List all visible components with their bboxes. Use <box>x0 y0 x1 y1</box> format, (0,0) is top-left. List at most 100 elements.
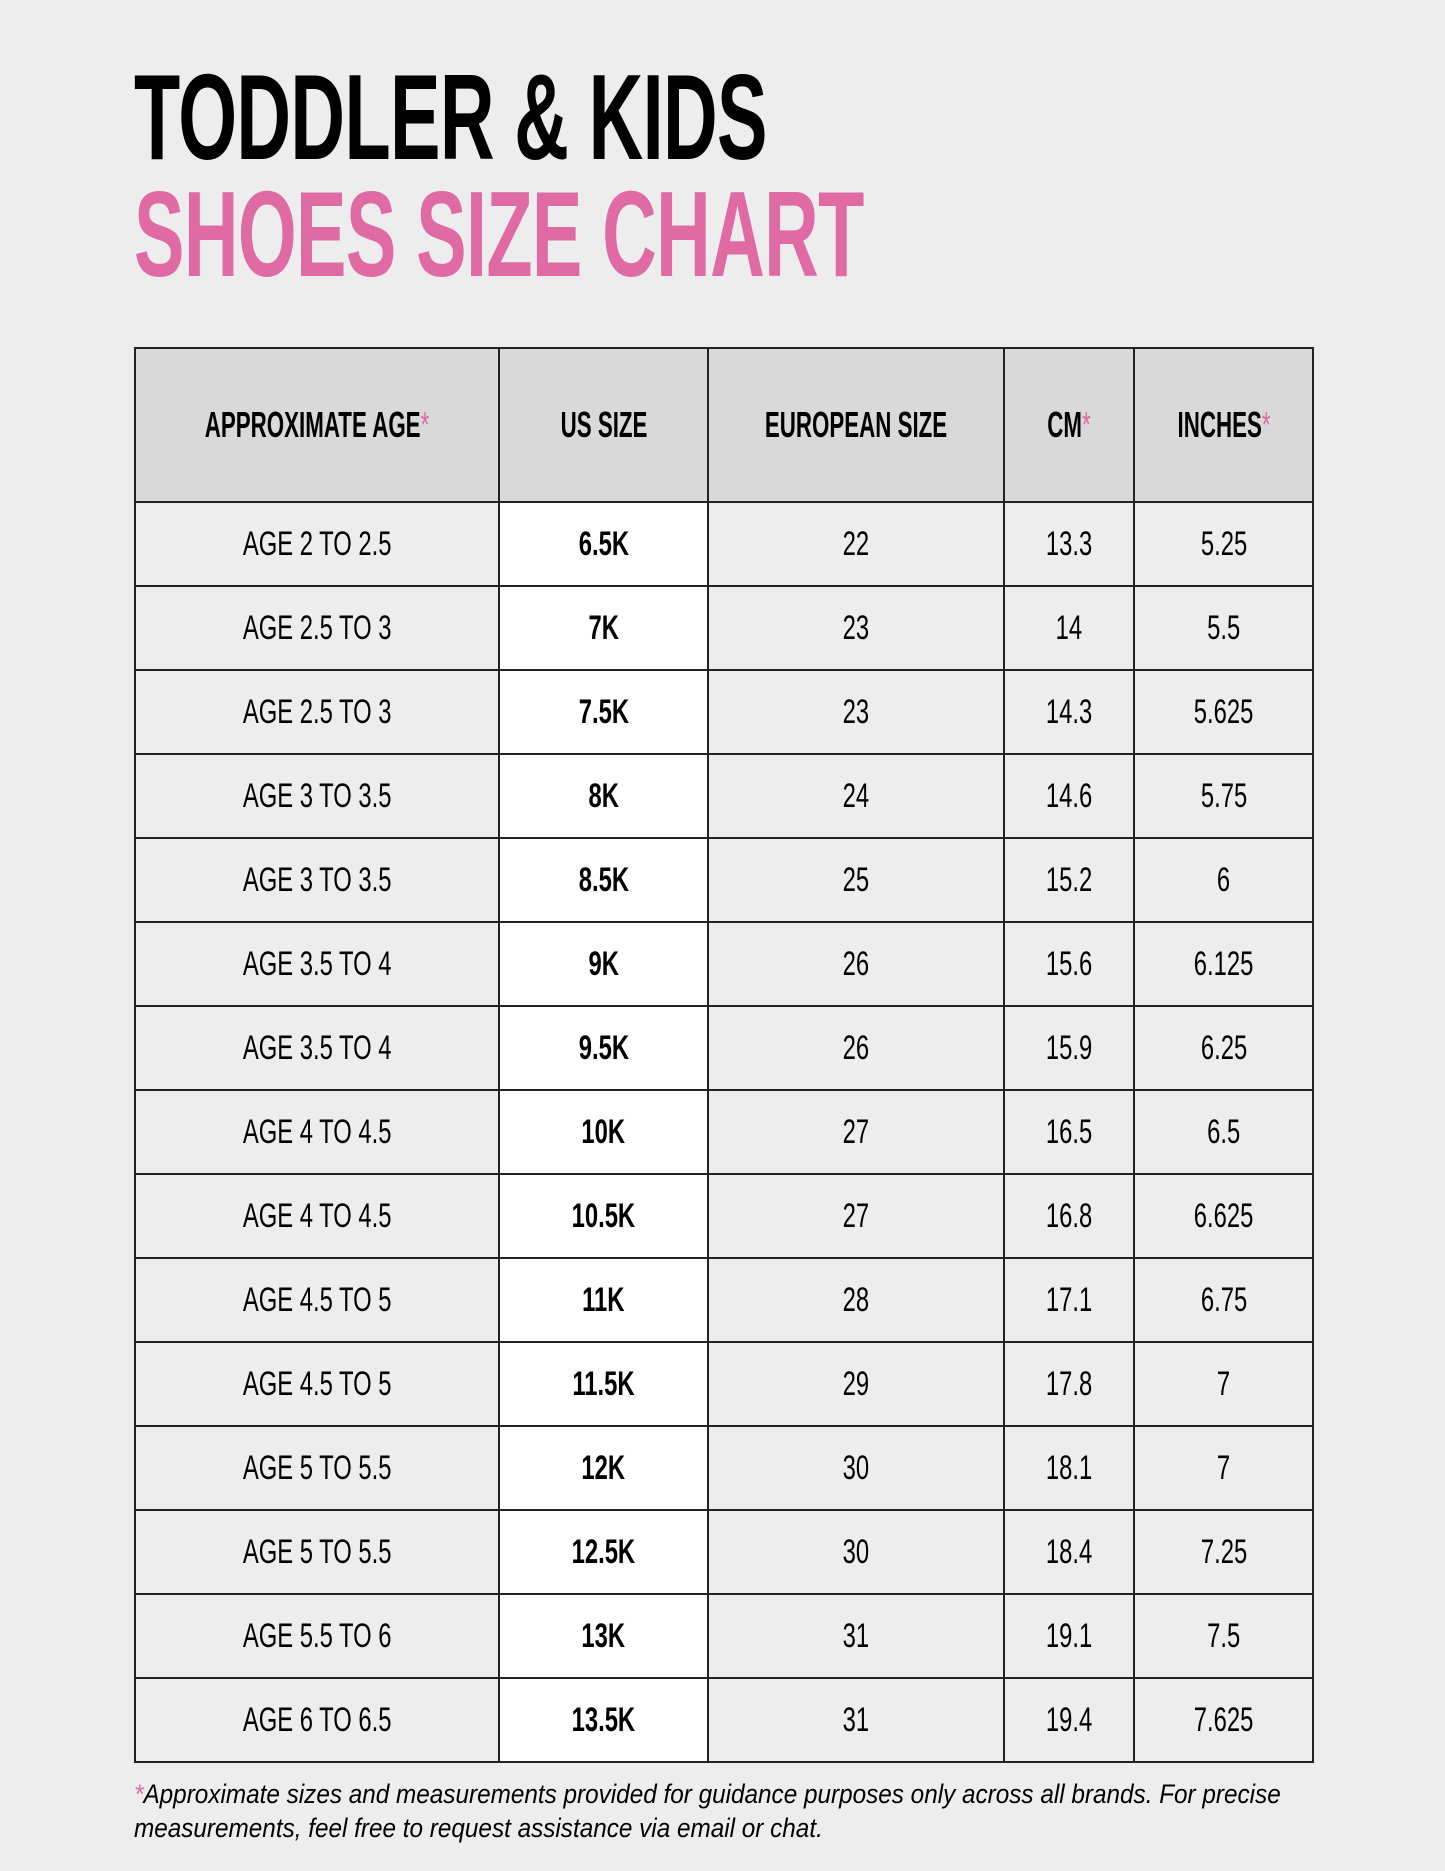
cell-cm: 16.5 <box>1003 1089 1136 1175</box>
cell-cm: 14.3 <box>1003 669 1136 755</box>
cell-us-size: 12.5K <box>498 1509 710 1595</box>
cell-european-size: 24 <box>707 753 1006 839</box>
table-row: AGE 5 TO 5.5 12.5K 30 18.4 7.25 <box>133 1509 1315 1595</box>
cell-age: AGE 3 TO 3.5 <box>133 837 501 923</box>
cell-cm: 15.9 <box>1003 1005 1136 1091</box>
cell-text: 24 <box>842 776 870 815</box>
cell-age: AGE 2.5 TO 3 <box>133 585 501 671</box>
cell-age: AGE 4.5 TO 5 <box>133 1341 501 1427</box>
cell-cm: 15.6 <box>1003 921 1136 1007</box>
table-row: AGE 3.5 TO 4 9.5K 26 15.9 6.25 <box>133 1005 1315 1091</box>
cell-cm: 14.6 <box>1003 753 1136 839</box>
cell-text: 6.25 <box>1200 1028 1247 1067</box>
cell-text: 12K <box>581 1448 626 1487</box>
cell-text: 6.5K <box>578 524 629 563</box>
cell-text: 6 <box>1216 860 1231 899</box>
cell-cm: 15.2 <box>1003 837 1136 923</box>
cell-european-size: 31 <box>707 1677 1006 1763</box>
cell-text: AGE 3.5 TO 4 <box>242 1028 392 1067</box>
cell-cm: 17.8 <box>1003 1341 1136 1427</box>
footnote: *Approximate sizes and measurements prov… <box>134 1777 1334 1845</box>
cell-text: 28 <box>842 1280 870 1319</box>
cell-text: AGE 2 TO 2.5 <box>242 524 392 563</box>
cell-text: 27 <box>842 1112 870 1151</box>
cell-text: AGE 2.5 TO 3 <box>242 608 392 647</box>
cell-text: 10.5K <box>571 1196 636 1235</box>
cell-cm: 18.1 <box>1003 1425 1136 1511</box>
footnote-text: Approximate sizes and measurements provi… <box>134 1779 1281 1843</box>
cell-text: 26 <box>842 1028 870 1067</box>
cell-age: AGE 5 TO 5.5 <box>133 1509 501 1595</box>
cell-inches: 5.5 <box>1133 585 1315 671</box>
cell-inches: 6.125 <box>1133 921 1315 1007</box>
cell-text: AGE 5 TO 5.5 <box>242 1448 392 1487</box>
title-line-1: TODDLER & KIDS <box>134 49 768 185</box>
cell-us-size: 6.5K <box>498 501 710 587</box>
cell-us-size: 10K <box>498 1089 710 1175</box>
cell-text: 15.6 <box>1045 944 1093 983</box>
cell-text: 13K <box>581 1616 626 1655</box>
table-row: AGE 4 TO 4.5 10K 27 16.5 6.5 <box>133 1089 1315 1175</box>
cell-text: 6.75 <box>1200 1280 1247 1319</box>
cell-text: 6.125 <box>1193 944 1254 983</box>
table-row: AGE 2 TO 2.5 6.5K 22 13.3 5.25 <box>133 501 1315 587</box>
cell-inches: 6.625 <box>1133 1173 1315 1259</box>
cell-european-size: 30 <box>707 1425 1006 1511</box>
cell-text: 30 <box>842 1532 870 1571</box>
asterisk: * <box>1082 404 1091 445</box>
cell-text: 16.8 <box>1045 1196 1093 1235</box>
cell-text: 8.5K <box>578 860 629 899</box>
cell-text: 11.5K <box>572 1364 635 1403</box>
cell-text: 31 <box>842 1616 870 1655</box>
cell-us-size: 8K <box>498 753 710 839</box>
cell-text: 5.5 <box>1207 608 1241 647</box>
cell-cm: 17.1 <box>1003 1257 1136 1343</box>
title-line-2: SHOES SIZE CHART <box>134 166 864 302</box>
cell-text: AGE 3.5 TO 4 <box>242 944 392 983</box>
cell-cm: 19.1 <box>1003 1593 1136 1679</box>
cell-age: AGE 4 TO 4.5 <box>133 1173 501 1259</box>
cell-text: 29 <box>842 1364 870 1403</box>
cell-us-size: 7K <box>498 585 710 671</box>
header-age: APPROXIMATE AGE* <box>133 347 501 503</box>
cell-age: AGE 5 TO 5.5 <box>133 1425 501 1511</box>
cell-text: 10K <box>581 1112 626 1151</box>
cell-us-size: 13K <box>498 1593 710 1679</box>
cell-text: 18.1 <box>1045 1448 1093 1487</box>
cell-european-size: 27 <box>707 1173 1006 1259</box>
cell-text: AGE 4 TO 4.5 <box>242 1196 392 1235</box>
cell-text: 8K <box>588 776 619 815</box>
cell-us-size: 11K <box>498 1257 710 1343</box>
cell-text: 19.4 <box>1045 1700 1093 1739</box>
cell-age: AGE 4 TO 4.5 <box>133 1089 501 1175</box>
cell-text: 26 <box>842 944 870 983</box>
size-chart-table: APPROXIMATE AGE* US SIZE EUROPEAN SIZE CM* I… <box>133 347 1315 1763</box>
cell-age: AGE 5.5 TO 6 <box>133 1593 501 1679</box>
table-row: AGE 2.5 TO 3 7.5K 23 14.3 5.625 <box>133 669 1315 755</box>
table-row: AGE 5.5 TO 6 13K 31 19.1 7.5 <box>133 1593 1315 1679</box>
cell-us-size: 9.5K <box>498 1005 710 1091</box>
cell-text: 14.3 <box>1045 692 1093 731</box>
cell-text: 9.5K <box>578 1028 629 1067</box>
table-header-row: APPROXIMATE AGE* US SIZE EUROPEAN SIZE CM* I… <box>133 347 1315 503</box>
cell-us-size: 10.5K <box>498 1173 710 1259</box>
cell-european-size: 22 <box>707 501 1006 587</box>
cell-age: AGE 3.5 TO 4 <box>133 921 501 1007</box>
header-cm: CM* <box>1003 347 1136 503</box>
cell-text: AGE 5.5 TO 6 <box>242 1616 392 1655</box>
cell-european-size: 29 <box>707 1341 1006 1427</box>
table-row: AGE 4.5 TO 5 11.5K 29 17.8 7 <box>133 1341 1315 1427</box>
cell-inches: 7 <box>1133 1425 1315 1511</box>
cell-text: 7 <box>1216 1448 1231 1487</box>
table-row: AGE 6 TO 6.5 13.5K 31 19.4 7.625 <box>133 1677 1315 1763</box>
cell-text: 5.625 <box>1193 692 1254 731</box>
asterisk: * <box>420 404 430 445</box>
cell-text: 7.5K <box>578 692 629 731</box>
cell-european-size: 26 <box>707 1005 1006 1091</box>
table-row: AGE 3.5 TO 4 9K 26 15.6 6.125 <box>133 921 1315 1007</box>
cell-text: 11K <box>582 1280 625 1319</box>
cell-age: AGE 4.5 TO 5 <box>133 1257 501 1343</box>
cell-inches: 5.75 <box>1133 753 1315 839</box>
cell-text: AGE 5 TO 5.5 <box>242 1532 392 1571</box>
cell-text: 6.625 <box>1193 1196 1254 1235</box>
